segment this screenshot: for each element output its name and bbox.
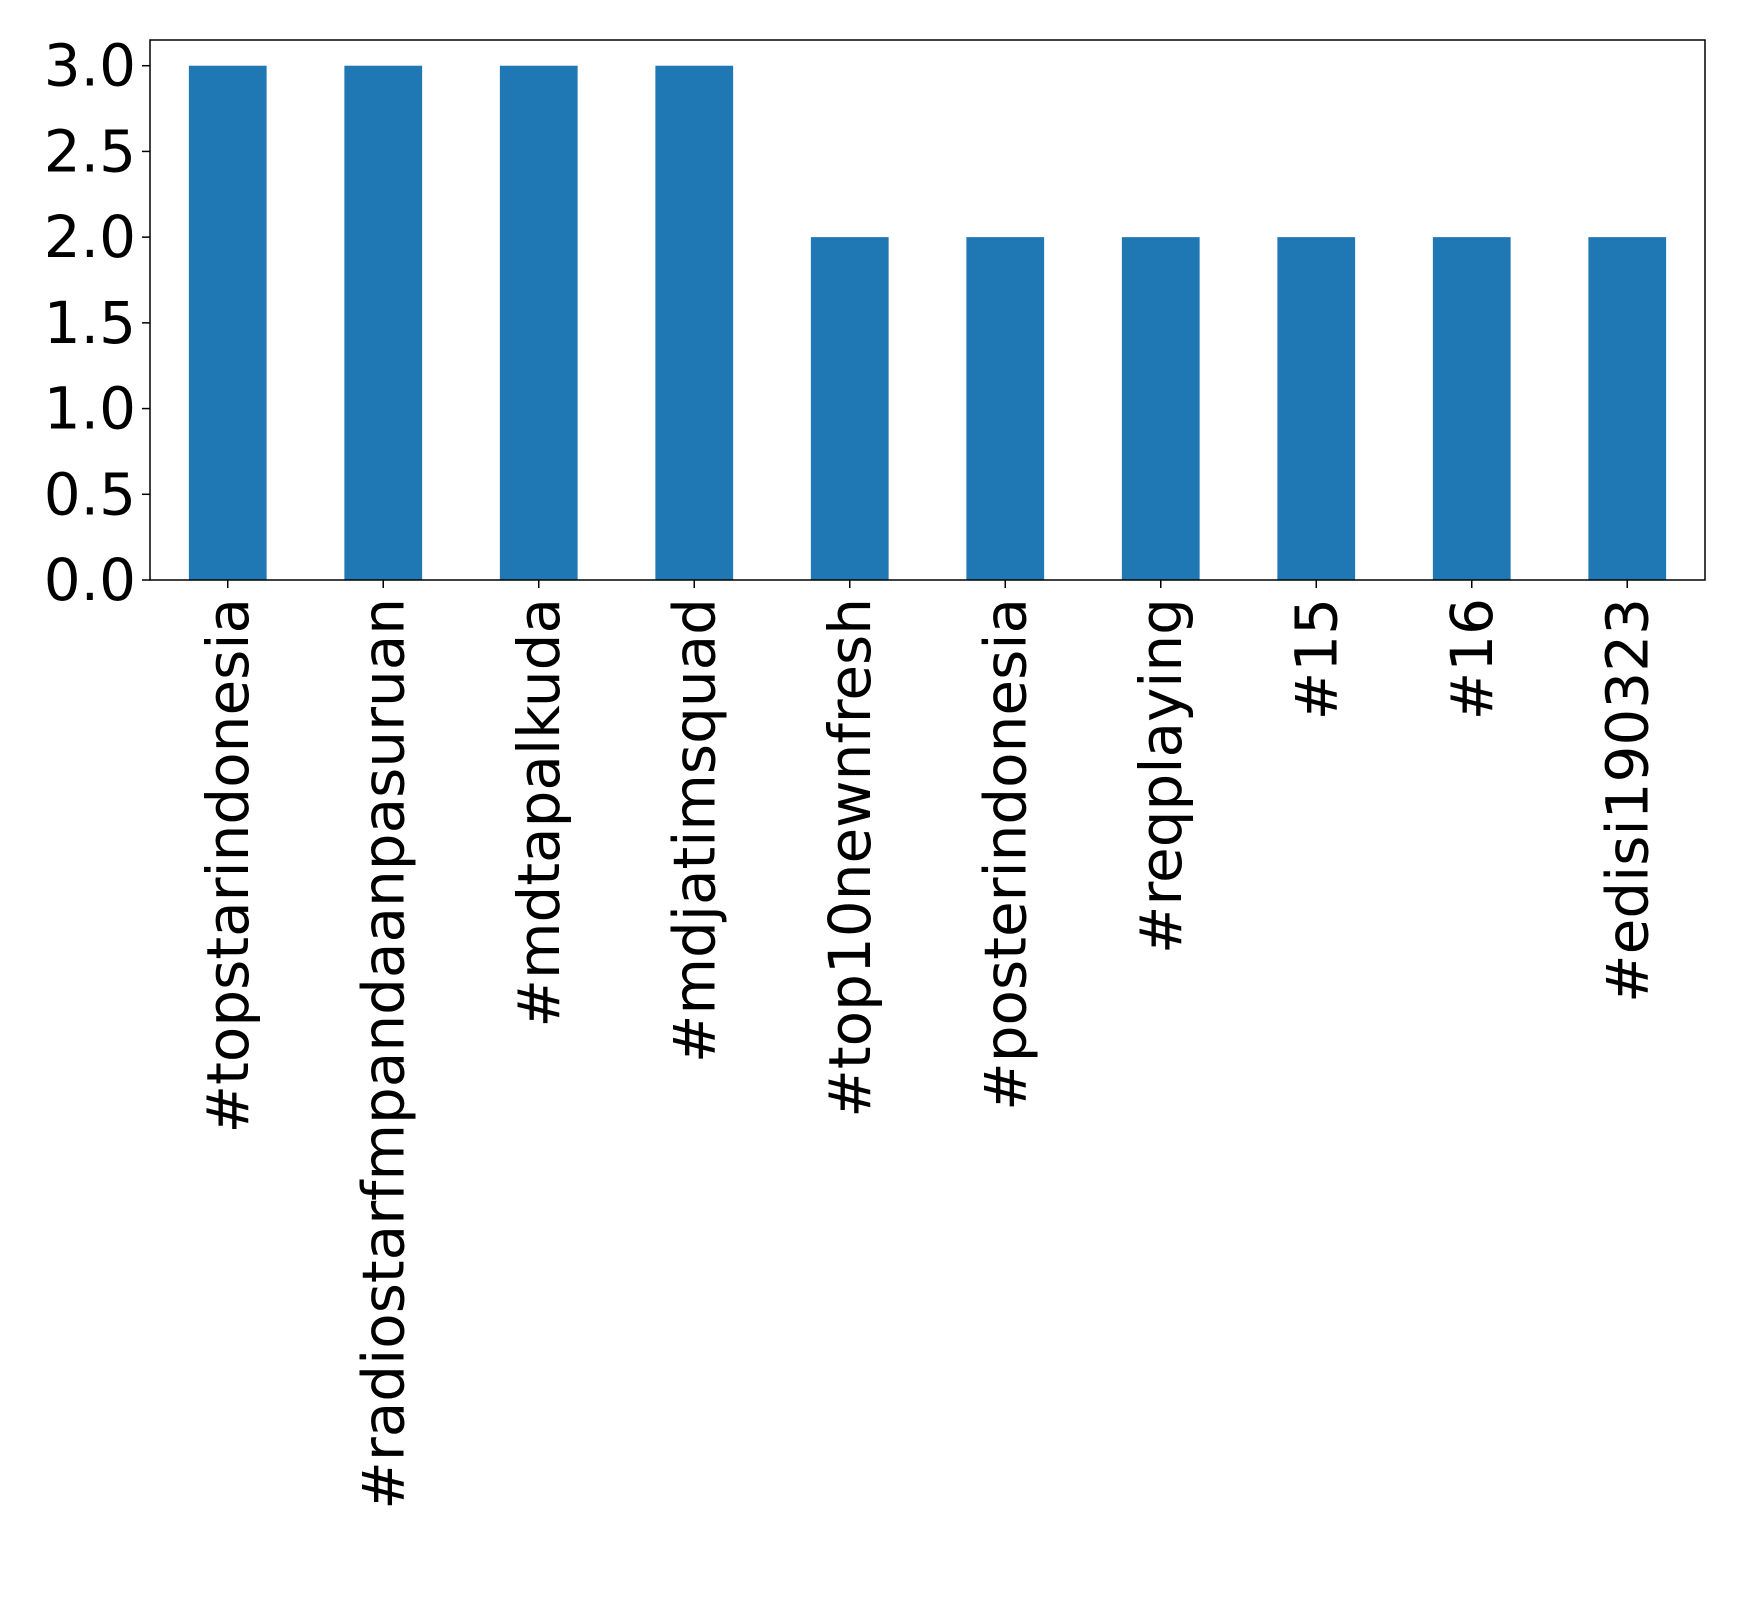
y-tick-label-1: 0.5: [44, 460, 136, 528]
x-tick-label-4: #top10newnfresh: [816, 598, 884, 1118]
bars-group: [188, 65, 1667, 580]
y-tick-label-2: 1.0: [44, 375, 136, 443]
x-tick-label-3: #mdjatimsquad: [660, 598, 728, 1063]
x-tick-label-0: #topstarindonesia: [194, 598, 262, 1133]
x-tick-label-8: #16: [1438, 598, 1506, 720]
bar-8: [1432, 237, 1511, 580]
x-axis: #topstarindonesia #radiostarfmpandaanpasu…: [194, 580, 1661, 1510]
x-tick-label-7: #15: [1282, 598, 1350, 720]
bar-9: [1588, 237, 1667, 580]
bar-5: [966, 237, 1045, 580]
bar-2: [499, 65, 578, 580]
x-tick-label-5: #posterindonesia: [971, 598, 1039, 1111]
bar-0: [188, 65, 267, 580]
bar-6: [1121, 237, 1200, 580]
y-tick-label-3: 1.5: [44, 289, 136, 357]
y-tick-label-6: 3.0: [44, 32, 136, 100]
x-tick-label-9: #edisi190323: [1593, 598, 1661, 1003]
y-tick-label-5: 2.5: [44, 117, 136, 185]
x-tick-label-2: #mdtapalkuda: [505, 598, 573, 1028]
bar-3: [655, 65, 734, 580]
bar-7: [1277, 237, 1356, 580]
x-tick-label-1: #radiostarfmpandaanpasuruan: [349, 598, 417, 1510]
bar-1: [344, 65, 423, 580]
x-tick-label-6: #reqplaying: [1127, 598, 1195, 954]
bar-4: [810, 237, 889, 580]
plot-frame: [149, 39, 1706, 581]
y-tick-label-0: 0.0: [44, 546, 136, 614]
y-axis: 0.0 0.5 1.0 1.5 2.0 2.5 3.0: [44, 32, 150, 614]
y-tick-label-4: 2.0: [44, 203, 136, 271]
